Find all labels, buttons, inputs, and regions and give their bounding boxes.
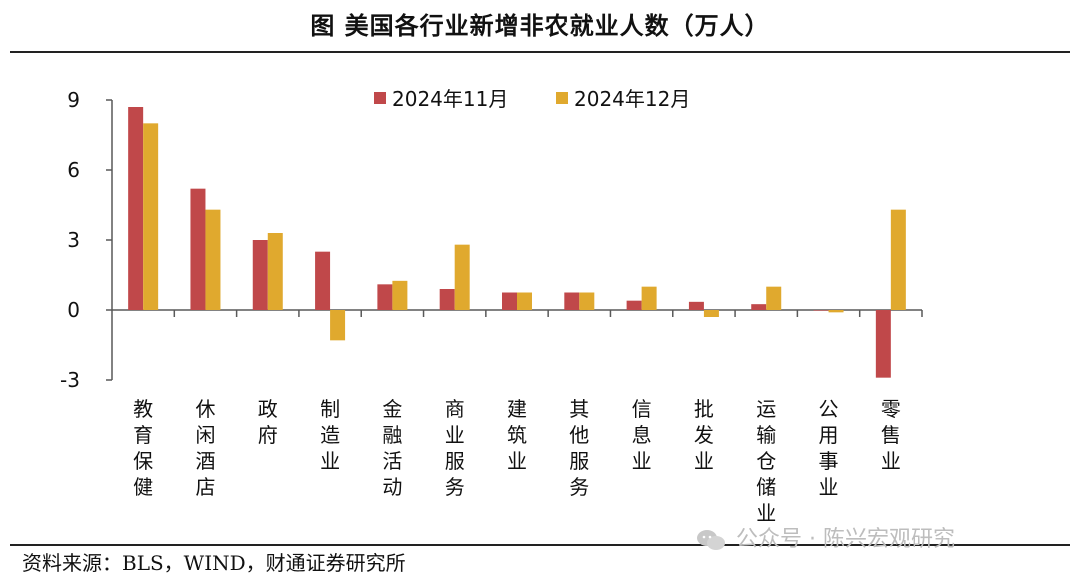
category-label: 零售业 xyxy=(881,397,901,473)
bar-dec-6 xyxy=(517,292,532,310)
category-label: 公用事业 xyxy=(819,397,839,499)
category-label: 批发业 xyxy=(694,397,714,473)
category-labels: 教育保健 休闲酒店 政府 制造业 金融活动 商业服务 建筑业 其他服务 信息业 批发业 运输仓储业 公… xyxy=(133,397,901,525)
wechat-icon xyxy=(697,530,725,550)
axes xyxy=(106,99,923,381)
bar-chart: 9 6 3 0 -3 教育保健 休闲酒店 政府 制造业 金融活动 商业服务 建筑业 其他服务 信息业 批发… xyxy=(60,87,923,525)
bar-dec-9 xyxy=(703,310,719,317)
bar-nov-7 xyxy=(564,292,580,310)
category-label: 商业服务 xyxy=(445,397,465,499)
category-label: 运输仓储业 xyxy=(756,397,776,525)
bars-group xyxy=(128,107,906,378)
bar-nov-10 xyxy=(751,304,767,310)
bar-dec-12 xyxy=(890,209,906,310)
y-tick-label: 3 xyxy=(67,228,80,252)
bar-nov-3 xyxy=(315,251,331,310)
bar-nov-1 xyxy=(190,188,206,310)
bar-dec-4 xyxy=(392,280,408,310)
bar-nov-0 xyxy=(128,107,144,310)
legend-swatch xyxy=(556,92,568,104)
category-label: 休闲酒店 xyxy=(195,397,215,499)
category-label: 政府 xyxy=(258,397,278,447)
y-tick-label: 6 xyxy=(67,158,80,182)
category-label: 制造业 xyxy=(320,397,340,473)
bar-dec-8 xyxy=(641,286,657,310)
bar-nov-4 xyxy=(377,284,393,310)
category-label: 其他服务 xyxy=(569,397,589,499)
bar-nov-8 xyxy=(626,300,642,310)
y-tick-labels: 9 6 3 0 -3 xyxy=(60,88,80,392)
bar-dec-0 xyxy=(143,123,159,310)
bar-dec-2 xyxy=(267,233,283,310)
bottom-rule xyxy=(10,544,1070,546)
bar-dec-5 xyxy=(454,244,470,310)
chart-title: 图 美国各行业新增非农就业人数（万人） xyxy=(310,11,770,40)
watermark: 公众号 · 陈兴宏观研究 xyxy=(696,522,955,558)
watermark-text: 公众号 · 陈兴宏观研究 xyxy=(736,527,955,552)
bar-nov-12 xyxy=(875,310,891,378)
legend: 2024年11月 2024年12月 xyxy=(374,87,690,111)
y-tick-label: -3 xyxy=(60,368,80,392)
bar-dec-3 xyxy=(330,310,346,341)
bar-nov-5 xyxy=(439,289,455,310)
bar-nov-9 xyxy=(688,301,704,310)
bar-dec-11 xyxy=(828,310,844,313)
legend-label: 2024年11月 xyxy=(392,87,508,111)
category-label: 教育保健 xyxy=(133,397,153,499)
category-label: 信息业 xyxy=(632,397,652,473)
bar-dec-1 xyxy=(205,209,221,310)
legend-label: 2024年12月 xyxy=(574,87,690,111)
y-tick-label: 9 xyxy=(67,88,80,112)
top-rule xyxy=(10,51,1070,53)
bar-nov-6 xyxy=(502,292,517,310)
legend-swatch xyxy=(374,92,386,104)
category-label: 建筑业 xyxy=(507,397,527,473)
category-label: 金融活动 xyxy=(382,397,402,499)
bar-nov-11 xyxy=(813,310,829,311)
bar-nov-2 xyxy=(252,240,268,310)
y-tick-label: 0 xyxy=(67,298,80,322)
bar-dec-10 xyxy=(766,286,782,310)
source-note: 资料来源：BLS，WIND，财通证券研究所 xyxy=(22,551,406,575)
bar-dec-7 xyxy=(579,292,595,310)
